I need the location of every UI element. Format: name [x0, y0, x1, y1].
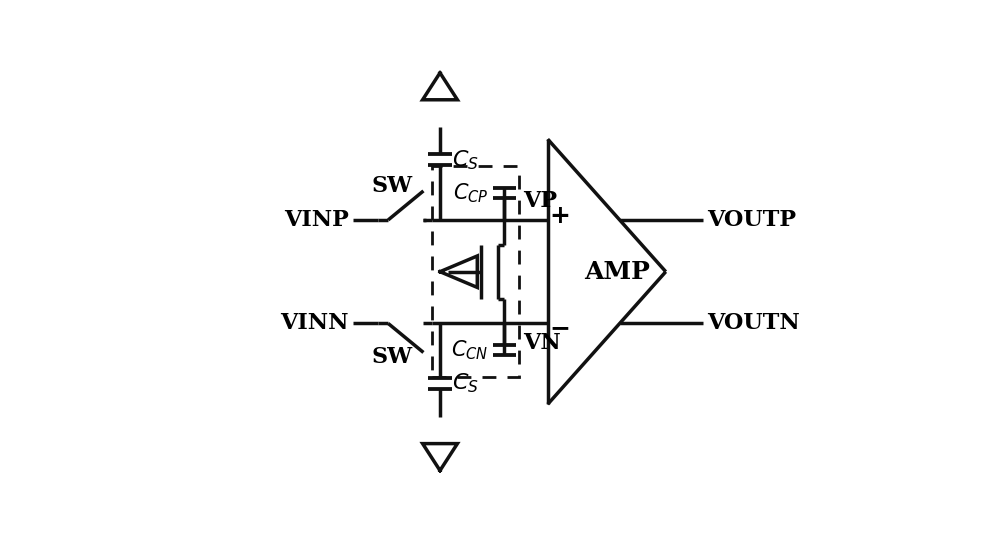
Text: VP: VP: [523, 189, 557, 211]
Text: SW: SW: [372, 175, 413, 197]
Text: VOUTN: VOUTN: [707, 313, 800, 335]
Text: $C_{CN}$: $C_{CN}$: [451, 338, 489, 362]
Text: −: −: [550, 316, 571, 339]
Text: SW: SW: [372, 346, 413, 368]
Text: VOUTP: VOUTP: [707, 209, 796, 231]
Text: AMP: AMP: [584, 260, 650, 284]
Text: $C_S$: $C_S$: [452, 372, 479, 395]
Text: +: +: [550, 204, 571, 228]
Text: VINP: VINP: [284, 209, 349, 231]
Text: VN: VN: [523, 332, 561, 354]
Text: VINN: VINN: [280, 313, 349, 335]
Bar: [432, 166, 519, 377]
Text: $C_{CP}$: $C_{CP}$: [453, 181, 489, 205]
Text: $C_S$: $C_S$: [452, 148, 479, 172]
